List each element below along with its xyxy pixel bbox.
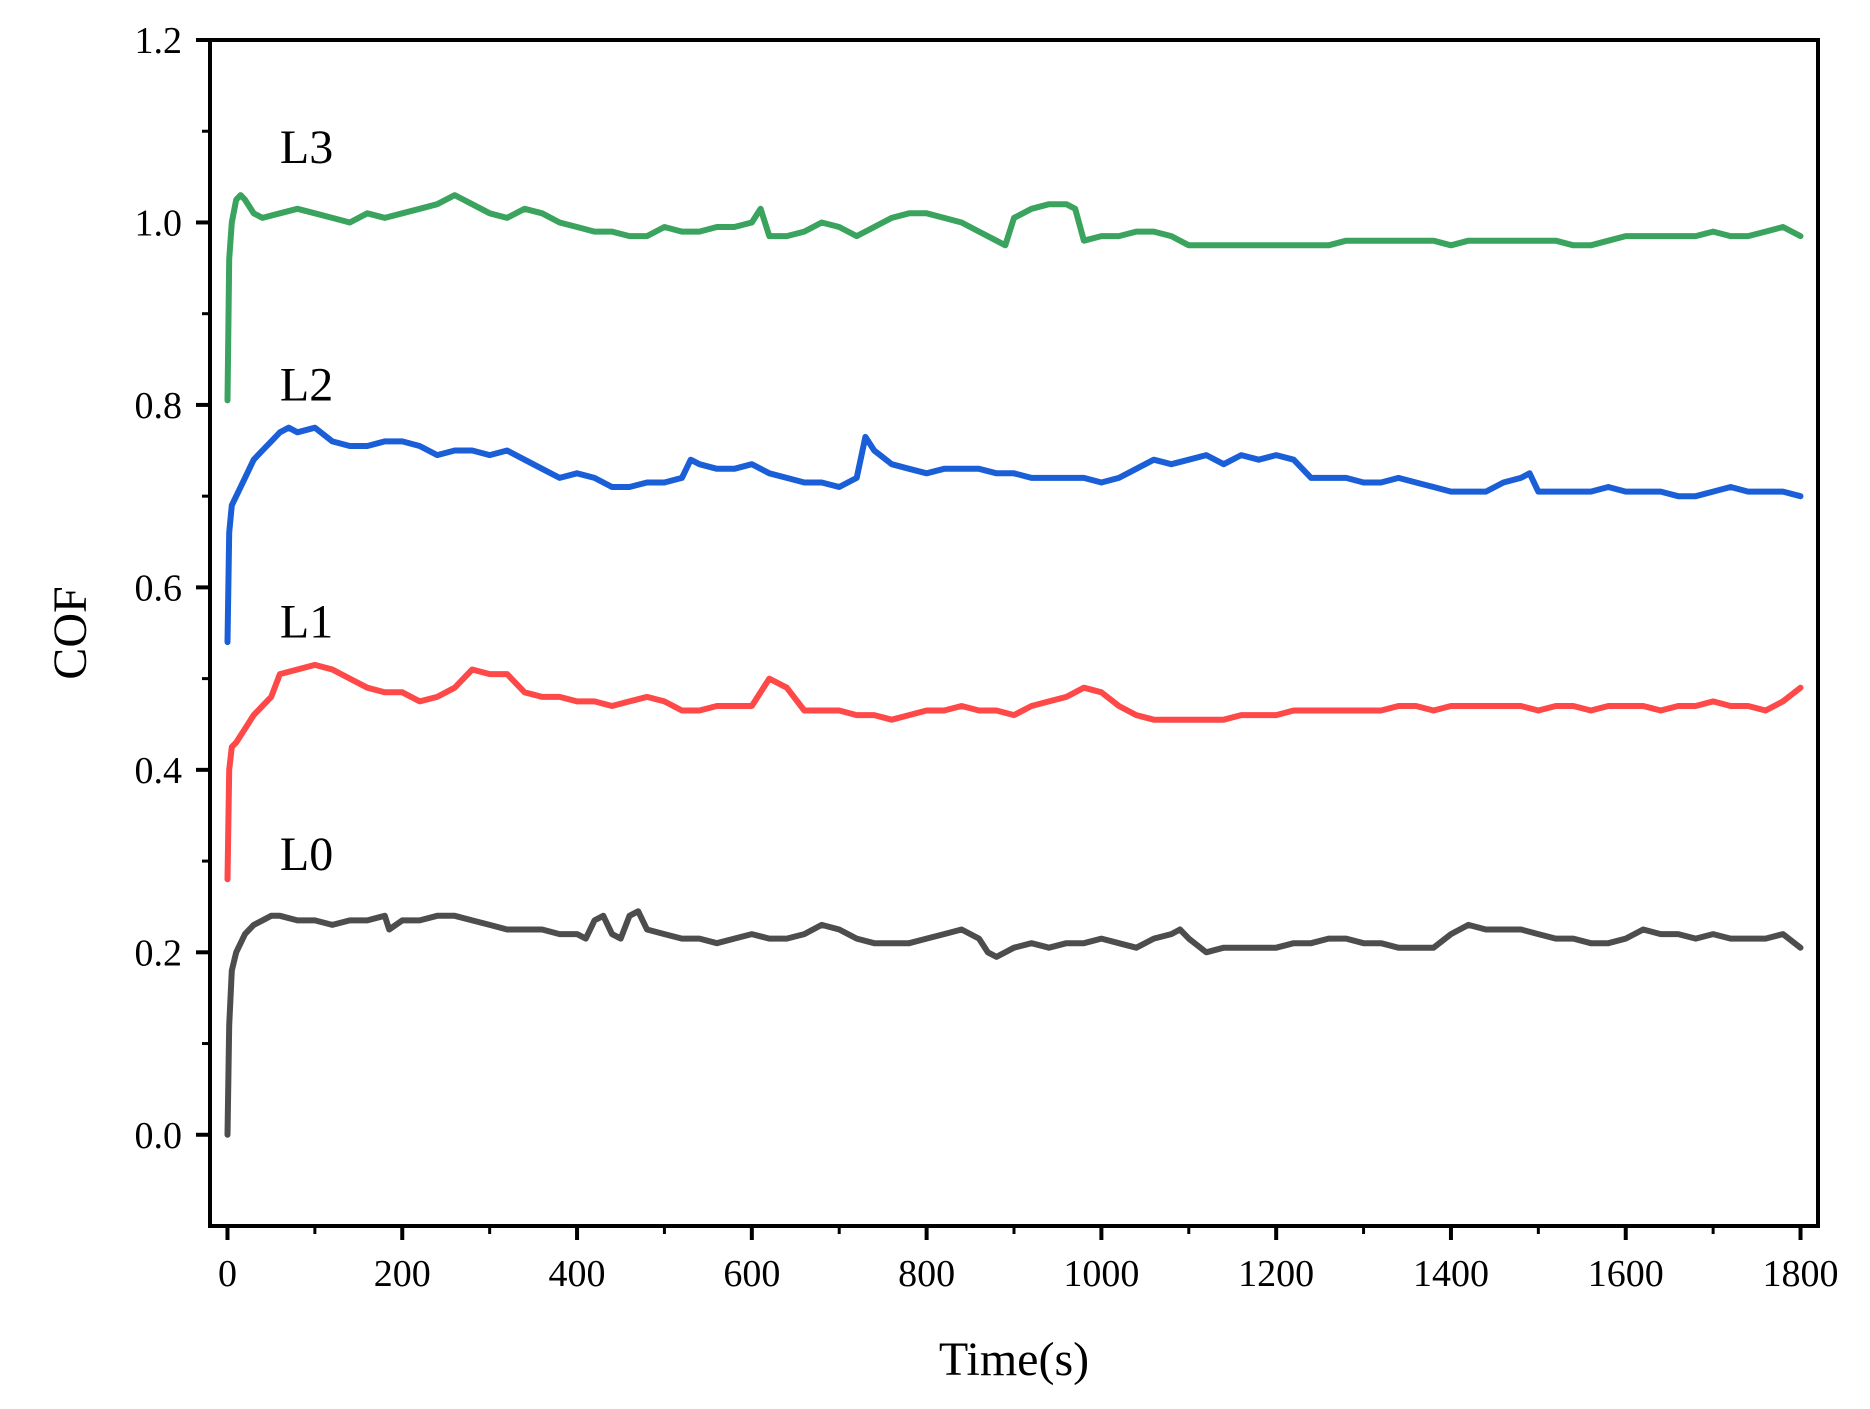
series-label-l2: L2: [280, 358, 333, 411]
x-tick-label: 1800: [1763, 1253, 1839, 1295]
x-tick-label: 1600: [1588, 1253, 1664, 1295]
x-axis-title: Time(s): [939, 1333, 1089, 1386]
y-tick-label: 1.0: [135, 202, 183, 244]
series-line-l0: [224, 908, 1804, 1138]
y-tick-label: 0.4: [135, 750, 183, 792]
y-tick-label: 1.2: [135, 20, 183, 62]
y-tick-label: 0.0: [135, 1115, 183, 1157]
y-axis-title: COF: [44, 586, 97, 679]
x-tick-label: 200: [374, 1253, 431, 1295]
series-layer: [224, 192, 1804, 1138]
x-tick-label: 1400: [1413, 1253, 1489, 1295]
x-tick-label: 400: [549, 1253, 606, 1295]
series-line-l3: [224, 192, 1804, 404]
series-labels: L0 L1 L2 L3: [280, 121, 333, 881]
series-label-l3: L3: [280, 121, 333, 174]
y-axis: 0.0 0.2 0.4 0.6 0.8 1.0 1.2: [135, 20, 210, 1157]
series-label-l1: L1: [280, 596, 333, 649]
series-line-l1: [224, 661, 1804, 883]
y-tick-label: 0.8: [135, 385, 183, 427]
x-tick-label: 600: [723, 1253, 780, 1295]
y-tick-label: 0.6: [135, 567, 183, 609]
x-tick-label: 0: [218, 1253, 237, 1295]
x-tick-label: 1200: [1238, 1253, 1314, 1295]
series-line-l2: [224, 424, 1804, 646]
series-label-l0: L0: [280, 828, 333, 881]
x-tick-label: 800: [898, 1253, 955, 1295]
x-axis: 0 200 400 600 800 1000 1200 1400 1600 1800: [218, 1226, 1839, 1295]
x-tick-label: 1000: [1063, 1253, 1139, 1295]
y-tick-label: 0.2: [135, 932, 183, 974]
